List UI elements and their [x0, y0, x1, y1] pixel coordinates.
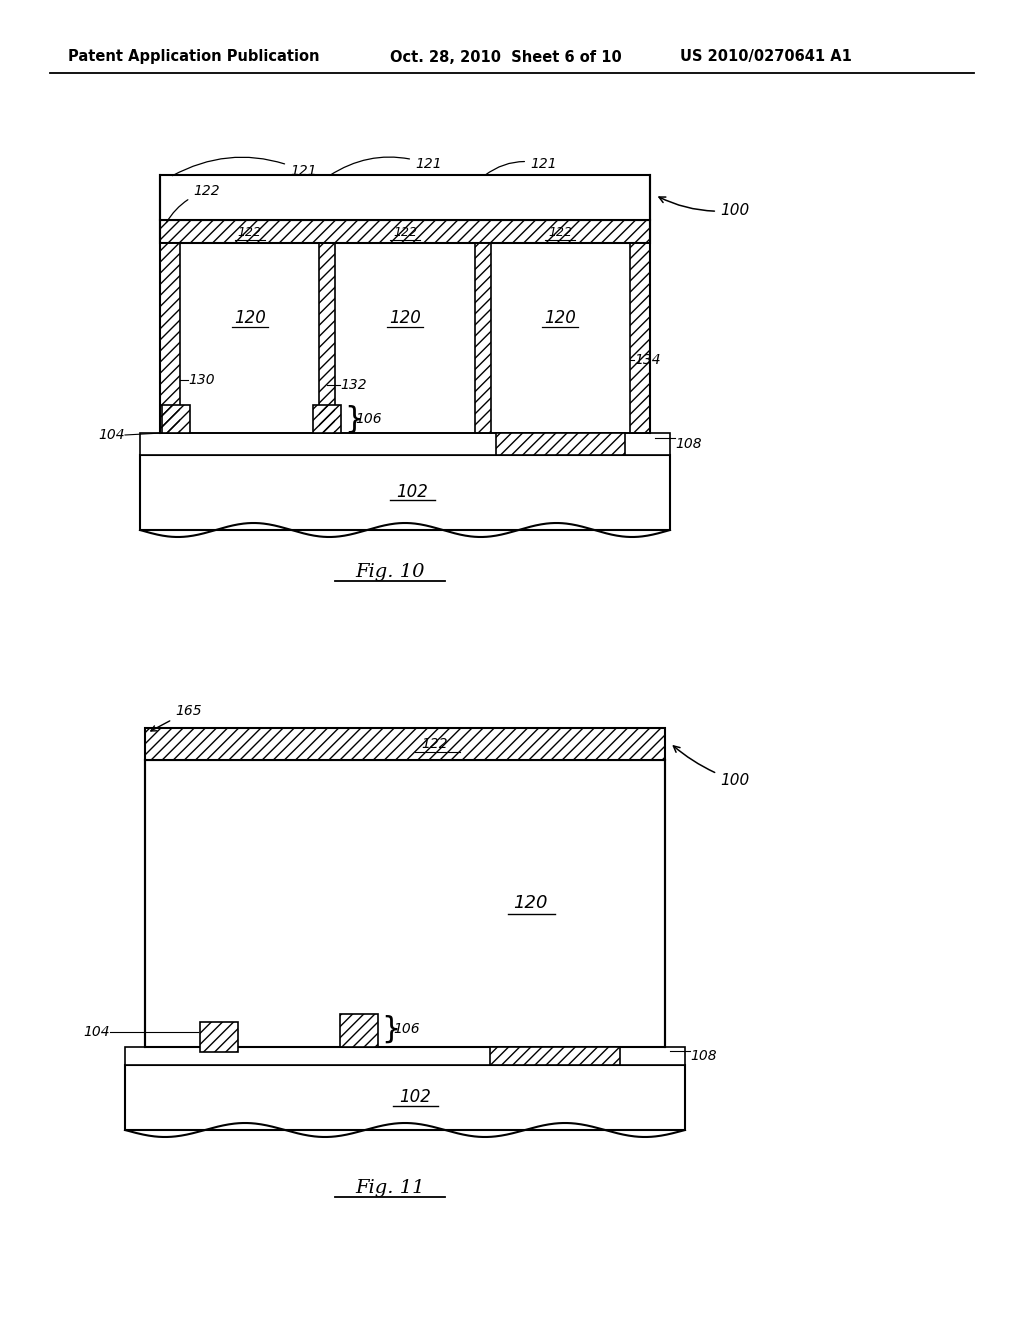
Text: 121: 121	[330, 157, 441, 176]
Text: 130: 130	[188, 374, 215, 387]
Text: US 2010/0270641 A1: US 2010/0270641 A1	[680, 49, 852, 65]
Text: 165: 165	[151, 704, 202, 731]
Bar	[630, 243, 650, 433]
Text: }: }	[344, 404, 364, 433]
Bar	[490, 1047, 620, 1065]
Bar	[496, 433, 625, 455]
Text: 120: 120	[513, 895, 547, 912]
Text: Oct. 28, 2010  Sheet 6 of 10: Oct. 28, 2010 Sheet 6 of 10	[390, 49, 622, 65]
Text: 108: 108	[690, 1049, 717, 1063]
Bar	[160, 243, 180, 433]
Bar	[340, 1014, 378, 1047]
Text: Fig. 10: Fig. 10	[355, 564, 425, 581]
Text: 122: 122	[166, 183, 219, 223]
Bar	[160, 220, 650, 243]
Bar	[145, 729, 665, 760]
Bar	[340, 1014, 378, 1047]
Text: 122: 122	[393, 226, 417, 239]
Text: 122: 122	[238, 226, 262, 239]
Bar	[160, 243, 180, 433]
Text: 104: 104	[83, 1026, 110, 1039]
Text: 122: 122	[422, 737, 449, 751]
Text: 121: 121	[172, 157, 316, 178]
Text: 104: 104	[98, 428, 125, 442]
Bar	[200, 1022, 238, 1052]
Bar	[145, 760, 665, 1047]
Text: 106: 106	[393, 1022, 420, 1036]
Bar	[490, 1047, 620, 1065]
Text: 120: 120	[389, 309, 421, 327]
Text: 121: 121	[485, 157, 557, 176]
Bar	[313, 405, 341, 433]
Bar	[475, 243, 490, 433]
Text: 132: 132	[340, 378, 367, 392]
Text: 102: 102	[399, 1088, 431, 1106]
Text: 122: 122	[548, 226, 572, 239]
Bar	[319, 243, 335, 433]
Text: Fig. 11: Fig. 11	[355, 1179, 425, 1197]
Bar	[319, 243, 335, 433]
Bar	[160, 176, 650, 220]
Bar	[313, 405, 341, 433]
Text: 120: 120	[233, 309, 265, 327]
Bar	[475, 243, 490, 433]
Text: 134: 134	[634, 352, 660, 367]
Bar	[145, 729, 665, 760]
Text: Patent Application Publication: Patent Application Publication	[68, 49, 319, 65]
Bar	[140, 433, 670, 455]
Bar	[162, 405, 190, 433]
Text: 100: 100	[674, 746, 750, 788]
Bar	[630, 243, 650, 433]
Bar	[496, 433, 625, 455]
Text: 102: 102	[396, 483, 428, 502]
Bar	[160, 220, 650, 243]
Text: 100: 100	[659, 197, 750, 218]
Bar	[162, 405, 190, 433]
Text: 120: 120	[545, 309, 577, 327]
Text: }: }	[381, 1015, 400, 1044]
Text: 106: 106	[355, 412, 382, 426]
Bar	[140, 455, 670, 531]
Bar	[200, 1022, 238, 1052]
Text: 108: 108	[675, 437, 701, 451]
Bar	[125, 1065, 685, 1130]
Bar	[125, 1047, 685, 1065]
